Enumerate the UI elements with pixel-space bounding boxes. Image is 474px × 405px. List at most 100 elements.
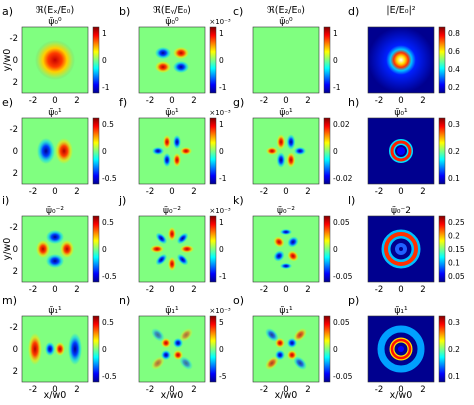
x-tick-label: 2 (191, 385, 196, 395)
x-tick-label: 2 (420, 385, 425, 395)
colorbar-tick-label: 0.02 (333, 120, 350, 129)
x-axis-label: x/w0 (161, 390, 184, 401)
panel-tag: m) (2, 294, 17, 307)
panel-tag: a) (2, 5, 13, 18)
panel-a: a) ℜ(Eₓ/E₀)ψ̃₀⁰ -2 -2 0 0 2 2 1 0 -1 (2, 5, 110, 106)
field-lobe (155, 47, 171, 59)
heatmap (21, 215, 89, 283)
x-tick-label: 0 (283, 96, 288, 106)
colorbar-tick-label: -0.05 (333, 272, 353, 281)
heatmap-frame (252, 117, 320, 185)
heatmap-frame (367, 117, 435, 185)
colorbar (92, 117, 100, 185)
colorbar-tick-label: 1 (102, 29, 107, 38)
heatmap-background (253, 27, 319, 93)
panel-title: |E/E₀|² (386, 5, 415, 16)
panel-subtitle: ψ̃₀⁻² (277, 206, 295, 216)
panel-subtitle: ψ̃₀⁰ (48, 17, 62, 27)
x-tick-label: 2 (74, 385, 79, 395)
y-axis-label: y/w0 (2, 238, 13, 261)
panel-tag: g) (233, 96, 244, 109)
colorbar-tick-label: 0.5 (102, 318, 114, 327)
colorbar-tick-label: -0.02 (333, 174, 353, 183)
x-tick-label: 0 (283, 187, 288, 197)
x-tick-label: 0 (169, 187, 174, 197)
field-lobe (60, 240, 74, 258)
panel-tag: d) (348, 5, 359, 18)
colorbar-tick-label: 0.3 (448, 318, 460, 327)
y-tick-label: 2 (13, 78, 18, 88)
x-tick-label: 2 (305, 187, 310, 197)
field-lobe (173, 61, 189, 73)
heatmap (367, 26, 435, 94)
colorbar-tick-label: -0.5 (102, 272, 117, 281)
colorbar-tick-label: 0 (102, 147, 107, 156)
x-tick-label: 2 (420, 187, 425, 197)
x-tick-label: 0 (398, 385, 403, 395)
colorbar (323, 315, 331, 383)
panel-subtitle: ψ̃₀⁰ (165, 17, 179, 27)
colorbar (209, 215, 217, 283)
panel-subtitle: ψ̃₀¹ (48, 108, 62, 118)
panel-tag: j) (118, 194, 126, 207)
colorbar-tick-label: 0.5 (102, 218, 114, 227)
panel-b: b) ℜ(Eᵧ/E₀)ψ̃₀⁰ -2 0 2 1 0 -1 ×10⁻³ (119, 5, 231, 106)
field-lobe (286, 134, 296, 150)
field-lobe (294, 147, 306, 155)
y-tick-label: 0 (13, 147, 18, 157)
panel-subtitle: ψ̃₁¹ (165, 306, 179, 316)
colorbar-tick-label: 0.6 (448, 47, 460, 56)
panel-subtitle: ψ̃₀⁻² (46, 206, 64, 216)
colorbar-tick-label: -5 (219, 372, 227, 381)
y-tick-label: -2 (10, 125, 18, 135)
colorbar (438, 215, 446, 283)
field-lobe (180, 245, 194, 253)
field-lobe (151, 328, 165, 342)
field-lobe (265, 328, 279, 342)
panel-subtitle: ψ̃₀¹ (394, 108, 408, 118)
intensity-spot (368, 27, 434, 93)
field-lobe (151, 356, 165, 370)
heatmap-frame (138, 215, 206, 283)
field-lobe (163, 135, 171, 149)
field-lobe (286, 152, 296, 168)
colorbar-tick-label: 0.2 (448, 147, 460, 156)
panel-g: g) ψ̃₀¹ -2 0 2 0.02 0 -0.02 (233, 96, 353, 197)
x-tick-label: 0 (52, 96, 57, 106)
panel-subtitle: ψ̃₀⁻² (163, 206, 181, 216)
x-tick-label: -2 (146, 96, 154, 106)
field-lobe (287, 250, 299, 262)
colorbar (92, 26, 100, 94)
x-tick-label: 2 (191, 187, 196, 197)
heatmap-background (139, 118, 205, 184)
field-lobe (276, 134, 286, 150)
colorbar-tick-label: 1 (219, 120, 224, 129)
colorbar (323, 26, 331, 94)
heatmap-background (22, 216, 88, 282)
colorbar-tick-label: 0.2 (448, 83, 460, 92)
colorbar-tick-label: -0.05 (333, 372, 353, 381)
x-tick-label: 2 (74, 285, 79, 295)
x-tick-label: -2 (260, 285, 268, 295)
field-lobe (293, 356, 307, 370)
panel-tag: h) (348, 96, 359, 109)
heatmap (138, 215, 206, 283)
y-tick-label: 0 (13, 245, 18, 255)
panel-tag: o) (233, 294, 244, 307)
colorbar-tick-label: -0.5 (102, 372, 117, 381)
panel-o: o) ψ̃₁¹ -2 0 2 0.05 0 -0.05 (233, 294, 353, 395)
colorbar-tick-label: 0 (102, 345, 107, 354)
x-tick-label: 0 (398, 187, 403, 197)
colorbar-tick-label: 0.2 (448, 232, 460, 241)
colorbar (438, 26, 446, 94)
y-tick-label: 0 (13, 56, 18, 66)
x-tick-label: 0 (283, 285, 288, 295)
intensity-ring (395, 243, 407, 255)
field-lobe (273, 250, 285, 262)
intensity-core (398, 346, 404, 352)
colorbar-tick-label: -0.5 (102, 174, 117, 183)
heatmap (21, 26, 89, 94)
x-tick-label: -2 (29, 187, 37, 197)
field-lobe (68, 333, 82, 365)
field-lobe (179, 356, 193, 370)
